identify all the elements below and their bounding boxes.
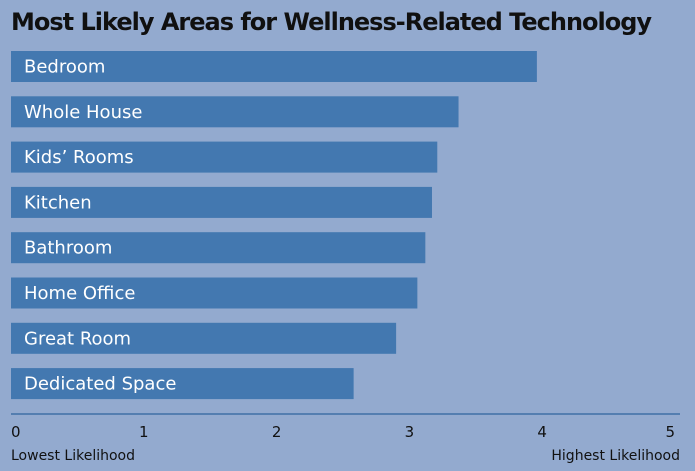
x-tick-3: 3 (405, 423, 415, 441)
bar-2 (11, 141, 438, 173)
bars-group: Bedroom Whole House Kids’ Rooms Kitchen Bath… (11, 51, 537, 400)
chart-title: Most Likely Areas for Wellness-Related T… (11, 8, 652, 36)
x-tick-5: 5 (665, 423, 675, 441)
bar-7 (11, 368, 354, 400)
x-tick-4: 4 (537, 423, 547, 441)
bar-label-6: Great Room (24, 328, 131, 349)
bar-label-1: Whole House (24, 102, 142, 123)
bar-3 (11, 186, 432, 218)
bar-1 (11, 96, 459, 128)
bar-0 (11, 51, 537, 82)
bar-label-0: Bedroom (24, 57, 105, 78)
bar-label-2: Kids’ Rooms (24, 147, 134, 168)
x-tick-2: 2 (272, 423, 282, 441)
bar-6 (11, 322, 397, 354)
bar-5 (11, 277, 418, 309)
bar-label-5: Home Office (24, 283, 135, 304)
bar-label-7: Dedicated Space (24, 374, 176, 395)
axis-label-lowest: Lowest Likelihood (11, 448, 135, 464)
x-ticks-group: 0 1 2 3 4 5 (11, 423, 675, 441)
bar-label-4: Bathroom (24, 238, 112, 259)
bar-4 (11, 232, 426, 264)
x-tick-0: 0 (11, 423, 21, 441)
axis-label-highest: Highest Likelihood (551, 448, 680, 464)
x-tick-1: 1 (139, 423, 149, 441)
bar-label-3: Kitchen (24, 192, 92, 213)
